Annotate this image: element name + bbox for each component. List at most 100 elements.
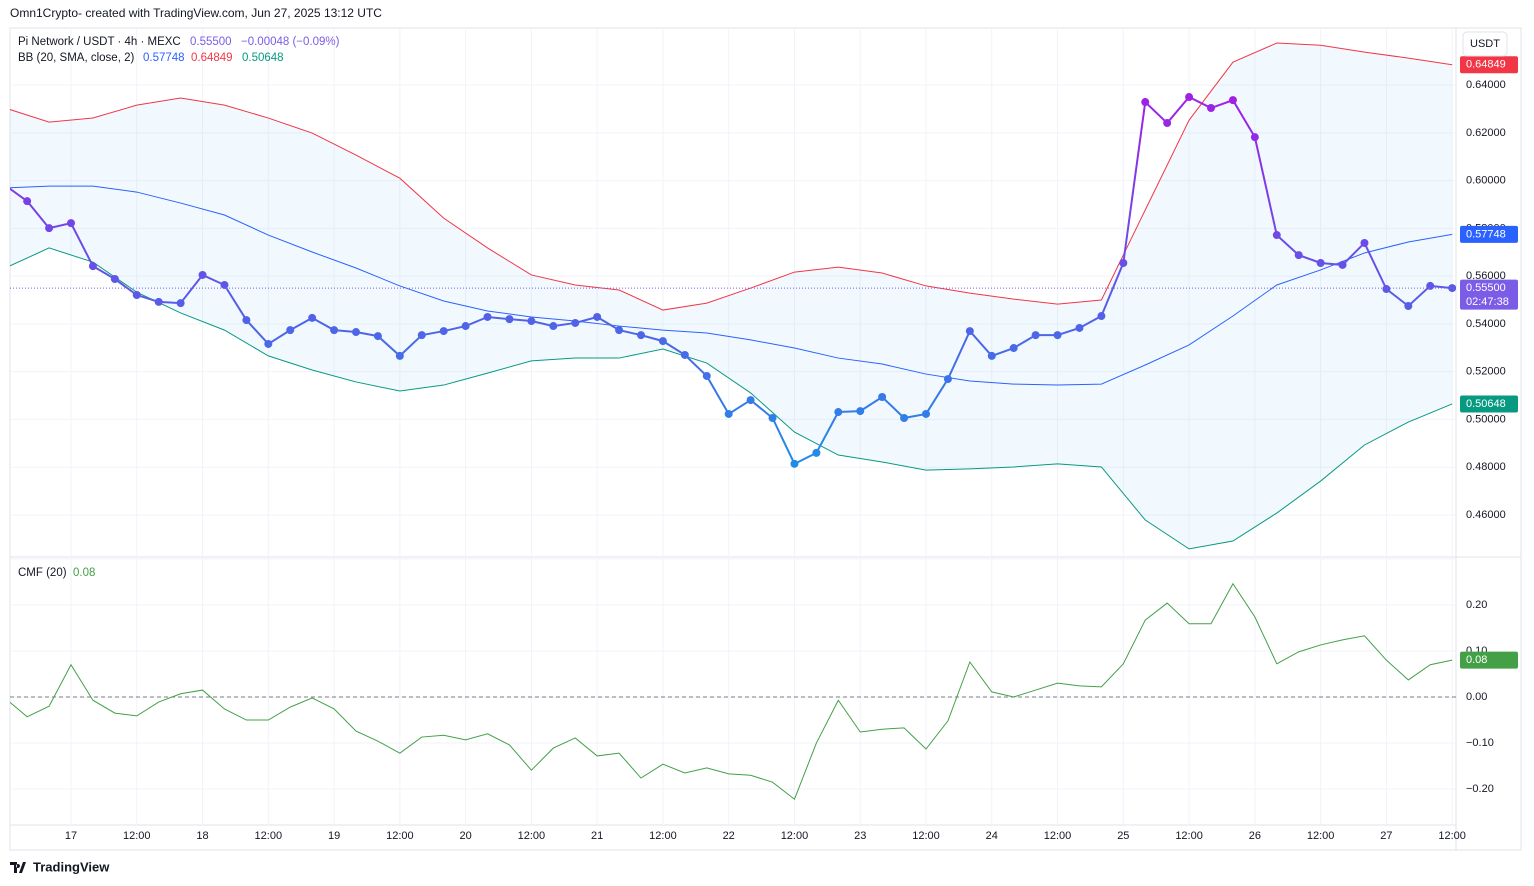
x-tick-label: 22 — [723, 830, 735, 842]
y-tick-label: 0.48000 — [1466, 461, 1506, 473]
price-label-box — [1460, 56, 1518, 74]
y-tick-label: 0.54000 — [1466, 318, 1506, 330]
x-tick-label: 12:00 — [781, 830, 809, 842]
data-point — [1097, 312, 1106, 321]
frame — [9, 27, 1522, 851]
countdown: 02:47:38 — [1466, 296, 1509, 308]
y-tick-label: −0.20 — [1466, 783, 1494, 795]
brand-logo — [10, 862, 26, 873]
y-tick-label: 0.56000 — [1466, 270, 1506, 282]
series-line — [10, 247, 1453, 550]
data-point — [549, 322, 558, 331]
data-point — [615, 326, 624, 335]
y-tick-label: −0.10 — [1466, 737, 1494, 749]
data-point — [527, 317, 536, 326]
x-tick-label: 12:00 — [518, 830, 546, 842]
data-point — [593, 312, 602, 321]
data-point — [88, 262, 97, 271]
plot — [10, 42, 1456, 801]
data-point — [1031, 331, 1040, 340]
price-label-box — [1460, 279, 1518, 310]
price-label: 0.55500 — [1466, 282, 1506, 294]
price-label: 0.57748 — [1466, 228, 1506, 240]
data-point — [110, 275, 119, 284]
x-tick-label: 21 — [591, 830, 603, 842]
last-price: 0.55500 — [190, 36, 232, 48]
data-point — [417, 331, 426, 340]
data-point — [461, 322, 470, 331]
data-point — [286, 326, 295, 335]
data-point — [242, 316, 251, 325]
data-point — [768, 414, 777, 423]
data-point — [198, 270, 207, 279]
axes: 0.46000 0.48000 0.50000 0.52000 0.54000 0.560… — [65, 56, 1518, 842]
data-point — [812, 448, 821, 457]
price-label: 0.50648 — [1466, 398, 1506, 410]
pane — [10, 582, 1456, 801]
y-tick-label: 0.50000 — [1466, 413, 1506, 425]
y-tick-label: 0.52000 — [1466, 366, 1506, 378]
indicator-title: BB (20, SMA, close, 2) — [18, 52, 134, 64]
grid — [10, 28, 1456, 825]
data-point — [1316, 259, 1325, 268]
data-point — [878, 392, 887, 401]
data-point — [1360, 238, 1369, 247]
data-point — [900, 414, 909, 423]
data-point — [922, 409, 931, 418]
x-tick-label: 12:00 — [1175, 830, 1203, 842]
data-point — [702, 371, 711, 380]
x-tick-label: 12:00 — [912, 830, 940, 842]
data-point — [1228, 96, 1237, 105]
data-point — [571, 318, 580, 327]
x-tick-label: 12:00 — [1438, 830, 1466, 842]
data-point — [220, 280, 229, 289]
data-point — [439, 327, 448, 336]
data-point — [1426, 281, 1435, 290]
symbol-title: Pi Network / USDT · 4h · MEXC — [18, 36, 181, 48]
x-tick-label: 18 — [196, 830, 208, 842]
bb-lower-value: 0.50648 — [242, 52, 284, 64]
data-point — [67, 219, 76, 228]
data-point — [790, 459, 799, 468]
price-label-box — [1460, 395, 1518, 413]
y-tick-label: 0.62000 — [1466, 127, 1506, 139]
data-point — [658, 337, 667, 346]
data-point — [395, 351, 404, 360]
data-point — [965, 327, 974, 336]
data-point — [1294, 251, 1303, 260]
x-tick-label: 26 — [1249, 830, 1261, 842]
data-point — [1053, 331, 1062, 340]
x-tick-label: 12:00 — [255, 830, 283, 842]
data-point — [856, 407, 865, 416]
data-point — [1075, 323, 1084, 332]
data-point — [943, 375, 952, 384]
data-point — [1448, 284, 1456, 293]
data-point — [264, 339, 273, 348]
data-point — [505, 315, 514, 324]
x-tick-label: 19 — [328, 830, 340, 842]
currency-label[interactable]: USDT — [1470, 38, 1500, 50]
currency-button[interactable] — [1462, 31, 1508, 57]
x-tick-label: 23 — [854, 830, 866, 842]
price-label-box — [1460, 225, 1518, 243]
y-tick-label: 0.46000 — [1466, 509, 1506, 521]
data-point — [132, 291, 141, 300]
x-tick-label: 20 — [459, 830, 471, 842]
data-point — [483, 312, 492, 321]
data-point — [987, 351, 996, 360]
price-label: 0.08 — [1466, 654, 1487, 666]
data-point — [330, 326, 339, 335]
data-point — [724, 409, 733, 418]
price-label: 0.64849 — [1466, 59, 1506, 71]
y-tick-label: 0.20 — [1466, 599, 1487, 611]
data-point — [1404, 301, 1413, 310]
data-point — [1141, 98, 1150, 107]
data-point — [308, 313, 317, 322]
data-point — [1338, 260, 1347, 269]
data-point — [373, 332, 382, 341]
bb-upper-value: 0.64849 — [191, 52, 233, 64]
x-tick-label: 27 — [1380, 830, 1392, 842]
band-fill — [10, 43, 1453, 549]
